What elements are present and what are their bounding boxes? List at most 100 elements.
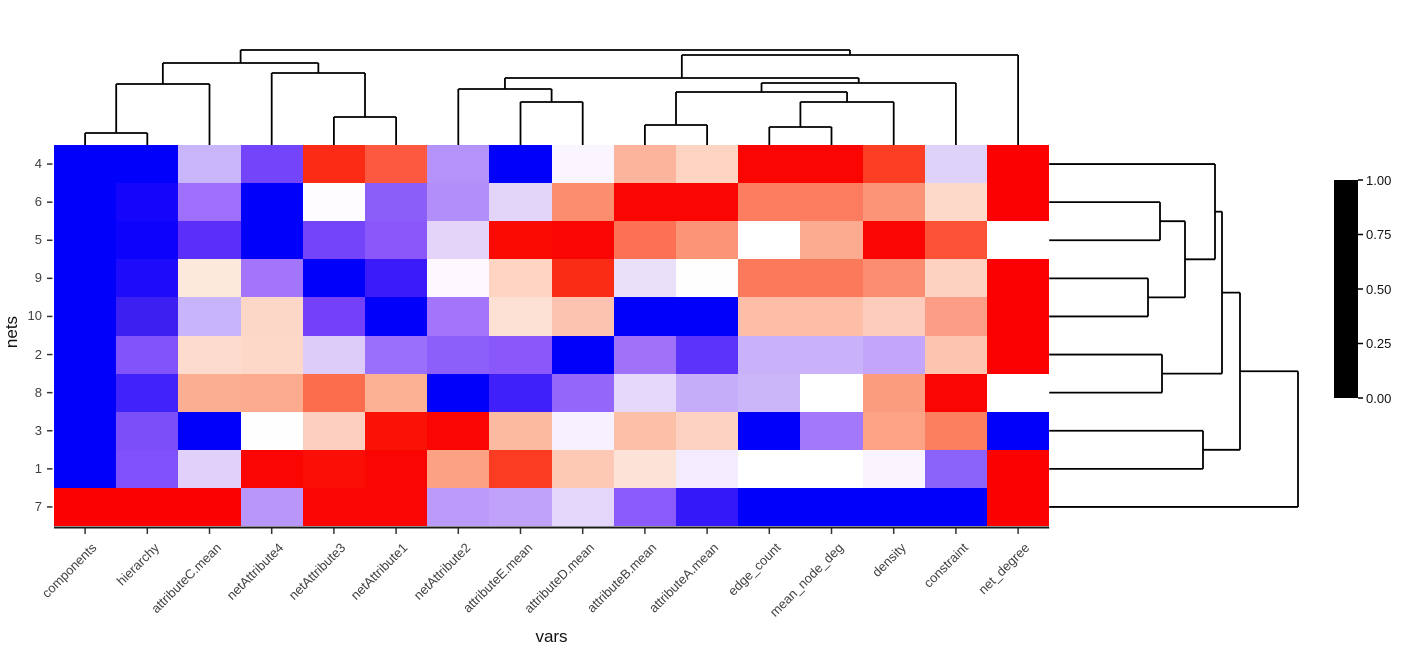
- heatmap-cell: [987, 297, 1049, 337]
- heatmap-cell: [862, 449, 926, 489]
- heatmap-cell: [987, 183, 1049, 222]
- heatmap-cell: [240, 335, 304, 375]
- heatmap-cell: [676, 183, 739, 222]
- heatmap-cell: [800, 373, 864, 413]
- heatmap-cell: [427, 221, 491, 260]
- heatmap-cell: [738, 259, 802, 299]
- row-label: 3: [34, 422, 42, 438]
- heatmap-cell: [924, 221, 988, 260]
- heatmap-cell: [116, 449, 180, 489]
- heatmap-cell: [178, 487, 242, 526]
- heatmap-cell: [613, 449, 677, 489]
- heatmap-cell: [427, 449, 491, 489]
- heatmap-cell: [489, 335, 553, 375]
- heatmap-cell: [240, 449, 304, 489]
- heatmap-cell: [551, 487, 615, 526]
- heatmap-cell: [738, 183, 802, 222]
- heatmap-cell: [116, 145, 180, 184]
- heatmap-cell: [551, 335, 615, 375]
- heatmap-cell: [676, 373, 739, 413]
- heatmap-cell: [302, 373, 366, 413]
- heatmap-cell: [987, 145, 1049, 184]
- row-label: 7: [34, 498, 42, 514]
- heatmap-cell: [800, 145, 864, 184]
- heatmap-cell: [987, 373, 1049, 413]
- heatmap-cell: [302, 183, 366, 222]
- legend-tick-label: 0.75: [1366, 227, 1392, 242]
- heatmap-cell: [862, 373, 926, 413]
- row-label: 9: [34, 270, 42, 286]
- heatmap-cell: [987, 487, 1049, 526]
- heatmap-cell: [862, 145, 926, 184]
- heatmap-cell: [427, 487, 491, 526]
- heatmap-cell: [613, 373, 677, 413]
- heatmap-cell: [613, 221, 677, 260]
- heatmap-cell: [987, 259, 1049, 299]
- heatmap-cell: [862, 335, 926, 375]
- heatmap-cell: [302, 335, 366, 375]
- heatmap-cell: [116, 221, 180, 260]
- heatmap-cell: [302, 297, 366, 337]
- heatmap-cell: [987, 449, 1049, 489]
- heatmap-cell: [738, 411, 802, 451]
- row-label: 6: [34, 194, 42, 210]
- heatmap-cell: [987, 411, 1049, 451]
- heatmap-cell: [613, 259, 677, 299]
- heatmap-cell: [365, 145, 428, 184]
- heatmap-cell: [613, 145, 677, 184]
- heatmap-cell: [54, 449, 117, 489]
- heatmap-cell: [987, 221, 1049, 260]
- heatmap-cell: [551, 449, 615, 489]
- heatmap-cell: [800, 411, 864, 451]
- heatmap-cell: [738, 297, 802, 337]
- heatmap-cell: [738, 335, 802, 375]
- heatmap-cell: [862, 297, 926, 337]
- row-label: 2: [34, 346, 42, 362]
- heatmap-cell: [551, 183, 615, 222]
- heatmap-cell: [54, 373, 117, 413]
- heatmap-cell: [427, 335, 491, 375]
- heatmap-cell: [427, 259, 491, 299]
- heatmap-cell: [924, 297, 988, 337]
- heatmap-cell: [924, 411, 988, 451]
- heatmap-cell: [365, 335, 428, 375]
- heatmap-cell: [489, 259, 553, 299]
- heatmap-cell: [862, 487, 926, 526]
- heatmap-cell: [924, 487, 988, 526]
- heatmap-cell: [676, 259, 739, 299]
- heatmap-cell: [800, 487, 864, 526]
- heatmap-cell: [365, 487, 428, 526]
- heatmap-cell: [987, 335, 1049, 375]
- heatmap-cell: [240, 145, 304, 184]
- heatmap-cell: [365, 259, 428, 299]
- heatmap-cell: [489, 183, 553, 222]
- heatmap-cell: [738, 449, 802, 489]
- heatmap-cell: [178, 373, 242, 413]
- heatmap-cell: [116, 373, 180, 413]
- heatmap-cell: [676, 335, 739, 375]
- heatmap-cell: [116, 411, 180, 451]
- heatmap-cell: [178, 411, 242, 451]
- x-axis-title: vars: [535, 627, 568, 646]
- heatmap-cell: [178, 449, 242, 489]
- legend-tick-label: 1.00: [1366, 172, 1392, 188]
- heatmap-cell: [365, 373, 428, 413]
- heatmap-cell: [862, 183, 926, 222]
- heatmap-cell: [738, 145, 802, 184]
- heatmap-cell: [54, 411, 117, 451]
- heatmap-cell: [613, 183, 677, 222]
- heatmap-cell: [54, 221, 117, 260]
- row-label: 8: [34, 384, 42, 400]
- heatmap-cell: [551, 297, 615, 337]
- heatmap-cell: [365, 449, 428, 489]
- heatmap-cell: [54, 297, 117, 337]
- row-label: 1: [34, 460, 42, 476]
- heatmap-grid: [54, 145, 1049, 526]
- row-label: 10: [27, 308, 42, 324]
- heatmap-cell: [302, 411, 366, 451]
- heatmap-cell: [676, 411, 739, 451]
- y-axis-title: nets: [2, 315, 21, 349]
- heatmap-cell: [862, 259, 926, 299]
